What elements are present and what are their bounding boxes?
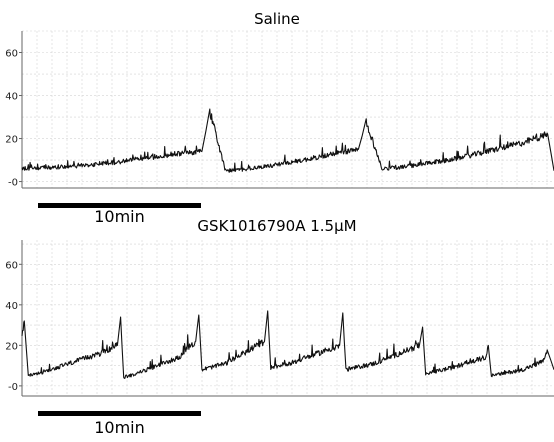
series-line-gsk <box>21 310 554 379</box>
y-tick-label: 40 <box>5 301 18 312</box>
y-tick-label: -0 <box>8 382 18 393</box>
y-tick-label: 60 <box>5 49 18 60</box>
chart-title-saline: Saline <box>254 10 300 28</box>
y-tick-label: 20 <box>5 135 18 146</box>
scale-bar-top <box>38 203 201 208</box>
series-line-saline <box>21 108 554 173</box>
scale-bar-bottom <box>38 411 201 416</box>
chart-title-gsk: GSK1016790A 1.5µM <box>197 217 357 235</box>
y-tick-label: 40 <box>5 92 18 103</box>
y-tick-label: 20 <box>5 341 18 352</box>
scale-label-top: 10min <box>94 207 145 226</box>
y-tick-label: -0 <box>8 178 18 189</box>
scale-label-bottom: 10min <box>94 418 145 437</box>
y-tick-label: 60 <box>5 260 18 271</box>
